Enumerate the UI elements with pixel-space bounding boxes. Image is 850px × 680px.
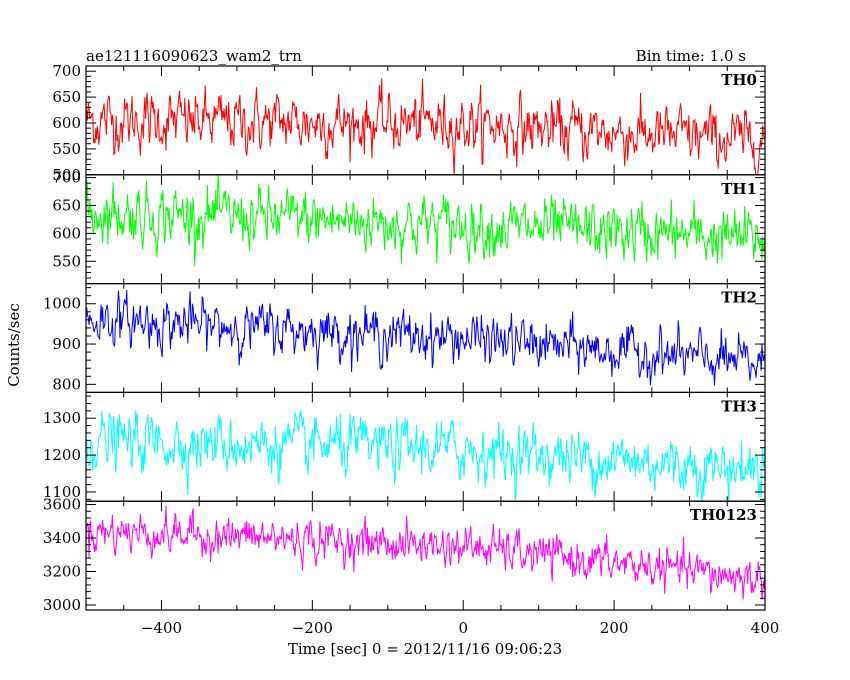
series-th2	[86, 289, 765, 386]
y-tick-label-th3: 1200	[43, 446, 81, 464]
y-tick-label-th2: 1000	[43, 295, 81, 313]
panel-label-th3: TH3	[721, 397, 757, 415]
y-tick-label-th3: 1300	[43, 409, 81, 427]
y-tick-label-th1: 600	[52, 224, 81, 242]
x-tick-label: −200	[292, 619, 333, 637]
chart-title: ae121116090623_wam2_trn	[86, 47, 302, 65]
y-tick-label-th2: 900	[52, 335, 81, 353]
panel-label-th0123: TH0123	[690, 506, 757, 524]
y-tick-label-th0123: 3000	[43, 596, 81, 614]
y-tick-label-th1: 550	[52, 252, 81, 270]
y-tick-label-th1: 700	[52, 169, 81, 187]
x-tick-label: 400	[751, 619, 780, 637]
panel-th0: 500 550 600 650 700 TH0	[52, 62, 766, 184]
series-th3	[86, 409, 765, 502]
panel-th1: 550 600 650 700 TH1	[52, 169, 766, 285]
y-tick-label-th0: 700	[52, 62, 81, 80]
x-tick-label: −400	[141, 619, 182, 637]
y-tick-label-th1: 650	[52, 196, 81, 214]
y-tick-label-th2: 800	[52, 375, 81, 393]
y-tick-label-th0: 650	[52, 88, 81, 106]
x-tick-labels: −400 −200 0 200 400	[141, 619, 779, 637]
panel-frame-th0123	[85, 500, 766, 611]
panel-label-th2: TH2	[721, 289, 757, 307]
series-th0	[86, 78, 765, 175]
panel-label-th1: TH1	[721, 180, 757, 198]
panel-th2: 800 900 1000 TH2	[43, 283, 766, 393]
x-tick-label: 200	[600, 619, 629, 637]
panel-label-th0: TH0	[721, 71, 757, 89]
y-tick-label-th0: 500	[52, 166, 81, 184]
y-axis-label: Counts/sec	[5, 303, 23, 387]
panel-th3: 1100 1200 1300 TH3	[43, 391, 766, 502]
x-axis-label: Time [sec] 0 = 2012/11/16 09:06:23	[288, 640, 562, 658]
series-th0123	[86, 506, 765, 600]
y-tick-label-th0: 550	[52, 140, 81, 158]
y-tick-label-th0: 600	[52, 114, 81, 132]
bin-time-label: Bin time: 1.0 s	[636, 47, 746, 65]
panels-group: 500 550 600 650 700 TH0 550 600 650 700 TH1 800 900 1…	[43, 62, 766, 614]
panel-th0123: 3000 3200 3400 3600 TH0123	[43, 496, 766, 614]
series-th1	[86, 174, 765, 266]
y-tick-label-th0123: 3600	[43, 496, 81, 514]
y-tick-label-th3: 1100	[43, 483, 81, 501]
y-tick-label-th0123: 3400	[43, 529, 81, 547]
x-tick-label: 0	[458, 619, 468, 637]
y-tick-label-th0123: 3200	[43, 563, 81, 581]
